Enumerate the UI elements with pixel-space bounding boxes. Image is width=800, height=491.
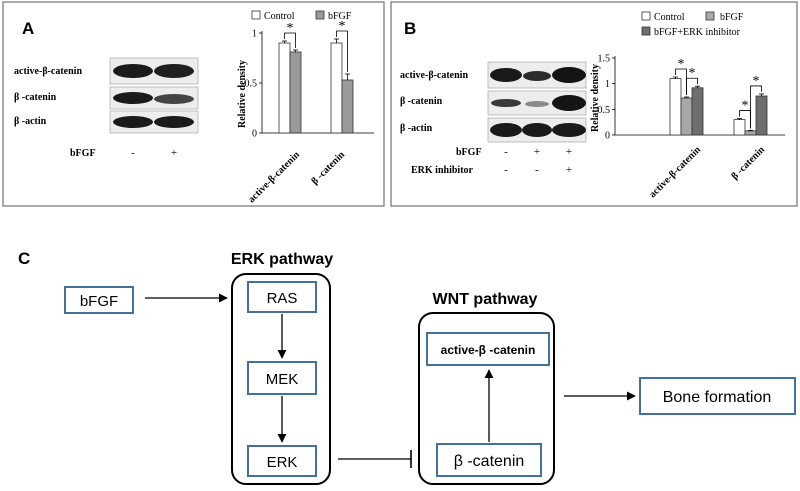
blot-label-active-beta-catenin: active-β-catenin [14, 66, 82, 77]
treatment-sign: - [535, 164, 539, 176]
western-blot-b [487, 61, 587, 143]
treatment-sign: - [131, 147, 135, 159]
mek-box-label: MEK [266, 371, 299, 388]
legend-swatch-control [251, 10, 261, 20]
legend-swatch-bfgf [315, 10, 325, 20]
significance-star: * [742, 99, 749, 114]
legend-label-bfgf: bFGF [328, 11, 352, 22]
treatment-label-bfgf: bFGF [456, 147, 482, 158]
legend-label-control: Control [654, 12, 685, 23]
y-tick-label: 0.5 [245, 79, 258, 90]
legend-swatch-bfgf [705, 11, 715, 21]
blot-label-beta-actin: β -actin [14, 116, 47, 127]
significance-bracket [336, 30, 348, 72]
y-tick-label: 1 [252, 29, 257, 40]
legend-label-bfgf-erk-inhibitor: bFGF+ERK inhibitor [654, 27, 741, 38]
panel-c: C ERK pathway WNT pathway bFGF RAS MEK E… [18, 249, 796, 485]
beta-catenin-box [436, 443, 542, 477]
mek-box [247, 361, 317, 395]
significance-bracket [284, 32, 296, 48]
panel-b: B active-β-catenin β -catenin β -actin b… [390, 1, 798, 207]
chart-a-legend: Control bFGF [251, 10, 352, 22]
bar [669, 78, 682, 136]
bar [341, 79, 354, 134]
blot-label-active-beta-catenin: active-β-catenin [400, 70, 468, 81]
bar [289, 51, 302, 134]
western-blot-a [109, 57, 199, 134]
erk-box-label: ERK [267, 454, 298, 471]
bfgf-box-label: bFGF [80, 293, 118, 310]
wnt-pathway-container [418, 312, 555, 485]
panel-a-letter: A [22, 19, 34, 38]
significance-star: * [689, 66, 696, 81]
treatment-sign: + [566, 146, 572, 158]
treatment-sign: + [534, 146, 540, 158]
bar [744, 130, 757, 136]
significance-bracket [750, 85, 762, 129]
significance-star: * [287, 21, 294, 36]
bar [691, 87, 704, 136]
ras-box-label: RAS [267, 290, 298, 307]
ras-box [247, 281, 317, 313]
panel-a: A active-β-catenin β -catenin β -actin b… [2, 1, 385, 207]
bar [733, 119, 746, 136]
bar [278, 42, 291, 134]
bar [330, 42, 343, 134]
bar [755, 95, 768, 136]
chart-b-legend: Control bFGF bFGF+ERK inhibitor [641, 11, 744, 38]
legend-label-control: Control [264, 11, 295, 22]
treatment-sign: + [566, 164, 572, 176]
treatment-sign: + [171, 147, 177, 159]
blot-label-beta-catenin: β -catenin [400, 96, 443, 107]
bone-formation-box-label: Bone formation [663, 389, 772, 406]
significance-star: * [339, 19, 346, 34]
bar [680, 97, 693, 136]
blot-label-beta-actin: β -actin [400, 123, 433, 134]
panel-b-letter: B [404, 19, 416, 38]
treatment-sign: - [504, 146, 508, 158]
bfgf-box [64, 286, 134, 314]
significance-bracket [686, 77, 698, 96]
wnt-pathway-title: WNT pathway [433, 291, 538, 308]
treatment-sign: - [504, 164, 508, 176]
chart-a-category-label: β -catenin [309, 149, 347, 187]
chart-a-ylabel: Relative density [237, 60, 248, 128]
chart-b-category-label: active-β-catenin [647, 144, 703, 200]
y-tick-label: 1.5 [598, 54, 611, 65]
panel-a-frame [2, 1, 385, 207]
legend-label-bfgf: bFGF [720, 12, 744, 23]
chart-b-category-label: β -catenin [729, 144, 767, 182]
erk-pathway-container [231, 273, 331, 485]
beta-catenin-box-label: β -catenin [454, 453, 525, 470]
treatment-label-bfgf: bFGF [70, 148, 96, 159]
y-tick-label: 0 [252, 129, 257, 140]
blot-label-beta-catenin: β -catenin [14, 92, 57, 103]
y-tick-label: 0.5 [598, 105, 611, 116]
chart-a-category-label: active-β-catenin [246, 149, 302, 205]
chart-a: Relative density 0 0.5 1 * * [237, 19, 374, 140]
chart-b-ylabel: Relative density [590, 64, 601, 132]
legend-swatch-bfgf-erk-inhibitor [641, 26, 651, 36]
y-tick-label: 1 [605, 79, 610, 90]
active-beta-catenin-box-label: active-β -catenin [441, 343, 536, 357]
significance-star: * [753, 74, 760, 89]
panel-c-letter: C [18, 249, 30, 268]
active-beta-catenin-box [426, 332, 550, 366]
bone-formation-box [639, 377, 796, 415]
erk-pathway-title: ERK pathway [231, 251, 333, 268]
y-tick-label: 0 [605, 131, 610, 142]
erk-box [247, 445, 317, 477]
treatment-label-erk-inhibitor: ERK inhibitor [411, 165, 474, 176]
panel-b-frame [390, 1, 798, 207]
legend-swatch-control [641, 11, 651, 21]
significance-star: * [678, 57, 685, 72]
chart-b: Relative density 0 0.5 1 1.5 * * * * [590, 54, 785, 142]
